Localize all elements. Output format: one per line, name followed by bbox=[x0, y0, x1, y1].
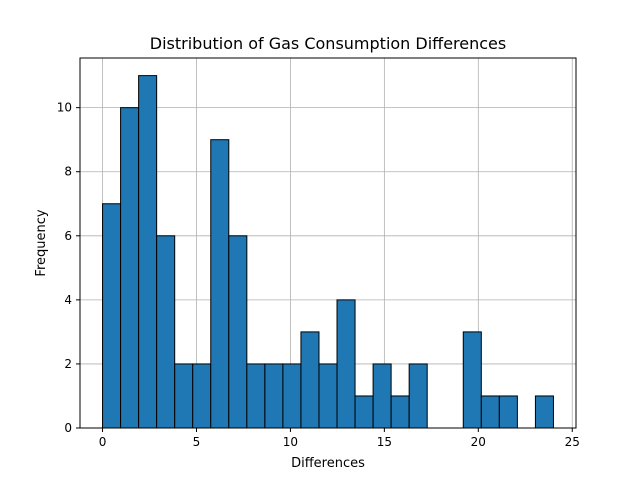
histogram-bar bbox=[210, 139, 230, 429]
histogram-bar bbox=[282, 363, 302, 429]
y-tick-label: 0 bbox=[64, 421, 72, 435]
histogram-bar bbox=[480, 395, 500, 429]
histogram-bar bbox=[138, 75, 158, 429]
y-axis-label: Frequency bbox=[34, 209, 49, 276]
histogram-bar bbox=[264, 363, 284, 429]
histogram-bar bbox=[300, 331, 320, 429]
histogram-bar bbox=[318, 363, 338, 429]
histogram-bar bbox=[372, 363, 392, 429]
histogram-bar bbox=[102, 203, 122, 429]
x-tick-label: 10 bbox=[283, 435, 298, 449]
y-tick-label: 8 bbox=[64, 165, 72, 179]
histogram-bar bbox=[156, 235, 176, 429]
x-tick-label: 25 bbox=[565, 435, 580, 449]
x-axis-ticks: 0 5 10 15 20 25 bbox=[99, 428, 580, 449]
x-axis-label: Differences bbox=[291, 456, 365, 471]
histogram-bar bbox=[534, 395, 554, 429]
plot-frame bbox=[79, 57, 577, 429]
histogram-bar bbox=[462, 331, 482, 429]
histogram-bar bbox=[498, 395, 518, 429]
histogram-bar bbox=[174, 363, 194, 429]
histogram-bar bbox=[192, 363, 212, 429]
y-tick-label: 2 bbox=[64, 357, 72, 371]
x-tick-label: 5 bbox=[193, 435, 201, 449]
histogram-bar bbox=[408, 363, 428, 429]
y-tick-label: 10 bbox=[57, 101, 72, 115]
y-tick-label: 4 bbox=[64, 293, 72, 307]
x-tick-label: 20 bbox=[471, 435, 486, 449]
y-axis-ticks: 0 2 4 6 8 10 bbox=[57, 101, 80, 435]
chart-title: Distribution of Gas Consumption Differen… bbox=[150, 34, 506, 53]
histogram-bar bbox=[246, 363, 266, 429]
histogram-bar bbox=[390, 395, 410, 429]
bars bbox=[102, 75, 554, 429]
histogram-bar bbox=[354, 395, 374, 429]
histogram-bar bbox=[120, 107, 140, 429]
y-tick-label: 6 bbox=[64, 229, 72, 243]
histogram-bar bbox=[228, 235, 248, 429]
x-tick-label: 0 bbox=[99, 435, 107, 449]
histogram-bar bbox=[336, 299, 356, 429]
x-tick-label: 15 bbox=[377, 435, 392, 449]
